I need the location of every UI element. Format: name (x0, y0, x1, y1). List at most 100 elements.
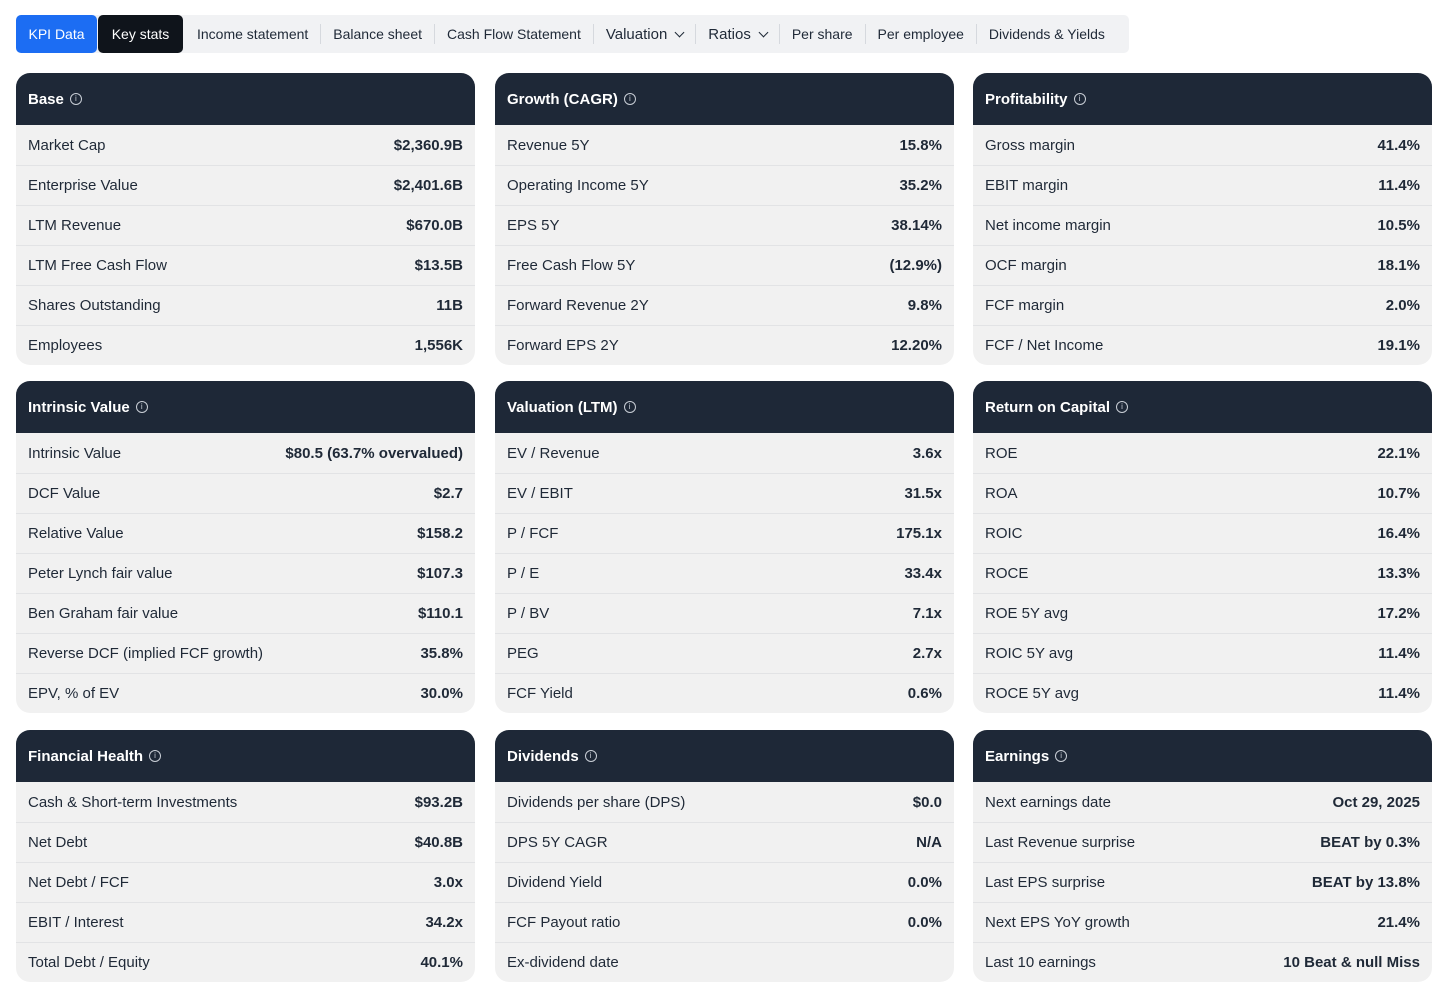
tab-divider (778, 24, 780, 44)
table-row: OCF margin 18.1% (973, 245, 1432, 285)
info-icon[interactable]: i (149, 750, 162, 762)
card-header: Valuation (LTM) i (495, 381, 954, 433)
growth-card: Growth (CAGR) i Revenue 5Y 15.8% Operating I… (495, 73, 954, 365)
table-row: FCF / Net Income 19.1% (973, 325, 1432, 365)
table-row: ROIC 16.4% (973, 513, 1432, 553)
tab-income-statement[interactable]: Income statement (197, 26, 309, 42)
row-label: Relative Value (28, 525, 124, 542)
card-title: Dividends (507, 747, 579, 765)
row-label: EV / EBIT (507, 485, 573, 502)
tab-dividends-yields[interactable]: Dividends & Yields (988, 26, 1105, 42)
tab-per-share[interactable]: Per share (791, 26, 853, 42)
table-row: Last EPS surprise BEAT by 13.8% (973, 862, 1432, 902)
row-value: 38.14% (891, 217, 942, 234)
row-value: 3.6x (912, 444, 942, 462)
table-row: ROE 22.1% (973, 433, 1432, 473)
table-row: Net Debt $40.8B (16, 822, 475, 862)
table-row: Net income margin 10.5% (973, 205, 1432, 245)
card-header: Intrinsic Value i (16, 381, 475, 433)
row-label: Intrinsic Value (28, 444, 122, 462)
row-label: EPS 5Y (507, 217, 560, 234)
row-label: PEG (507, 645, 539, 662)
card-header: Return on Capital i (973, 381, 1432, 433)
tab-valuation-dropdown[interactable]: Valuation (594, 24, 695, 44)
row-label: Enterprise Value (28, 177, 138, 194)
table-row: DCF Value $2.7 (16, 473, 475, 513)
tab-key-stats[interactable]: Key stats (98, 15, 183, 53)
table-row: Free Cash Flow 5Y (12.9%) (495, 245, 954, 285)
card-body: Revenue 5Y 15.8% Operating Income 5Y 35.2% E… (495, 125, 954, 365)
row-label: Forward EPS 2Y (507, 337, 619, 354)
row-value: 17.2% (1377, 605, 1420, 622)
row-value: 0.0% (907, 874, 942, 891)
info-icon[interactable]: i (623, 93, 636, 105)
info-icon[interactable]: i (135, 401, 148, 413)
row-value: 175.1x (896, 525, 942, 542)
card-body: Gross margin 41.4% EBIT margin 11.4% Net inc… (973, 125, 1432, 365)
info-icon[interactable]: i (623, 401, 636, 413)
table-row: Dividends per share (DPS) $0.0 (495, 782, 954, 822)
table-row: EBIT margin 11.4% (973, 165, 1432, 205)
card-title: Earnings (985, 747, 1050, 765)
info-icon[interactable]: i (1073, 93, 1086, 105)
row-value: $40.8B (414, 834, 463, 851)
info-icon[interactable]: i (584, 750, 597, 762)
card-title: Intrinsic Value (28, 398, 130, 416)
tab-balance-sheet[interactable]: Balance sheet (333, 26, 423, 42)
table-row: PEG 2.7x (495, 633, 954, 673)
row-value: 11.4% (1378, 685, 1420, 702)
table-row: P / E 33.4x (495, 553, 954, 593)
row-value: $0.0 (912, 793, 942, 811)
table-row: EPV, % of EV 30.0% (16, 673, 475, 713)
row-label: Dividend Yield (507, 874, 603, 891)
table-row: FCF margin 2.0% (973, 285, 1432, 325)
row-value: 10.5% (1377, 217, 1420, 234)
card-header: Profitability i (973, 73, 1432, 125)
table-row: LTM Revenue $670.0B (16, 205, 475, 245)
row-value: 21.4% (1377, 914, 1420, 931)
info-icon[interactable]: i (1055, 750, 1068, 762)
row-value: 30.0% (420, 685, 463, 702)
row-value: $110.1 (417, 605, 463, 622)
row-value: 2.7x (912, 645, 942, 662)
row-label: Market Cap (28, 136, 106, 154)
row-label: P / E (507, 565, 540, 582)
table-row: Next EPS YoY growth 21.4% (973, 902, 1432, 942)
tab-ratios-dropdown[interactable]: Ratios (696, 24, 779, 44)
table-row: Relative Value $158.2 (16, 513, 475, 553)
card-header: Growth (CAGR) i (495, 73, 954, 125)
card-header: Financial Health i (16, 730, 475, 782)
table-row: Dividend Yield 0.0% (495, 862, 954, 902)
tab-divider (695, 24, 697, 44)
row-value: $93.2B (414, 793, 463, 811)
table-row: Last 10 earnings 10 Beat & null Miss (973, 942, 1432, 982)
row-label: LTM Revenue (28, 217, 122, 234)
row-label: Shares Outstanding (28, 297, 161, 314)
tab-divider (864, 24, 866, 44)
row-label: DPS 5Y CAGR (507, 834, 608, 851)
row-value: $2.7 (433, 485, 463, 502)
card-body: ROE 22.1% ROA 10.7% ROIC 16.4% ROCE 13.3% ROE 5Y… (973, 433, 1432, 713)
card-title: Profitability (985, 90, 1068, 108)
table-row: Ex-dividend date (495, 942, 954, 982)
table-row: Revenue 5Y 15.8% (495, 125, 954, 165)
intrinsic-value-card: Intrinsic Value i Intrinsic Value $80.5 (63… (16, 381, 475, 713)
row-label: FCF Payout ratio (507, 914, 621, 931)
tab-cash-flow-statement[interactable]: Cash Flow Statement (447, 26, 581, 42)
row-value: $107.3 (417, 565, 463, 582)
row-label: OCF margin (985, 257, 1067, 274)
table-row: FCF Payout ratio 0.0% (495, 902, 954, 942)
row-value: 11B (436, 297, 463, 314)
tab-per-employee[interactable]: Per employee (877, 26, 964, 42)
table-row: EV / Revenue 3.6x (495, 433, 954, 473)
card-title: Return on Capital (985, 398, 1111, 416)
row-label: Next earnings date (985, 793, 1111, 811)
card-body: EV / Revenue 3.6x EV / EBIT 31.5x P / FCF 175… (495, 433, 954, 713)
tab-kpi-data[interactable]: KPI Data (16, 15, 97, 53)
info-icon[interactable]: i (69, 93, 82, 105)
row-label: Free Cash Flow 5Y (507, 257, 636, 274)
row-label: FCF / Net Income (985, 337, 1104, 354)
tab-divider (975, 24, 977, 44)
table-row: ROE 5Y avg 17.2% (973, 593, 1432, 633)
info-icon[interactable]: i (1116, 401, 1129, 413)
